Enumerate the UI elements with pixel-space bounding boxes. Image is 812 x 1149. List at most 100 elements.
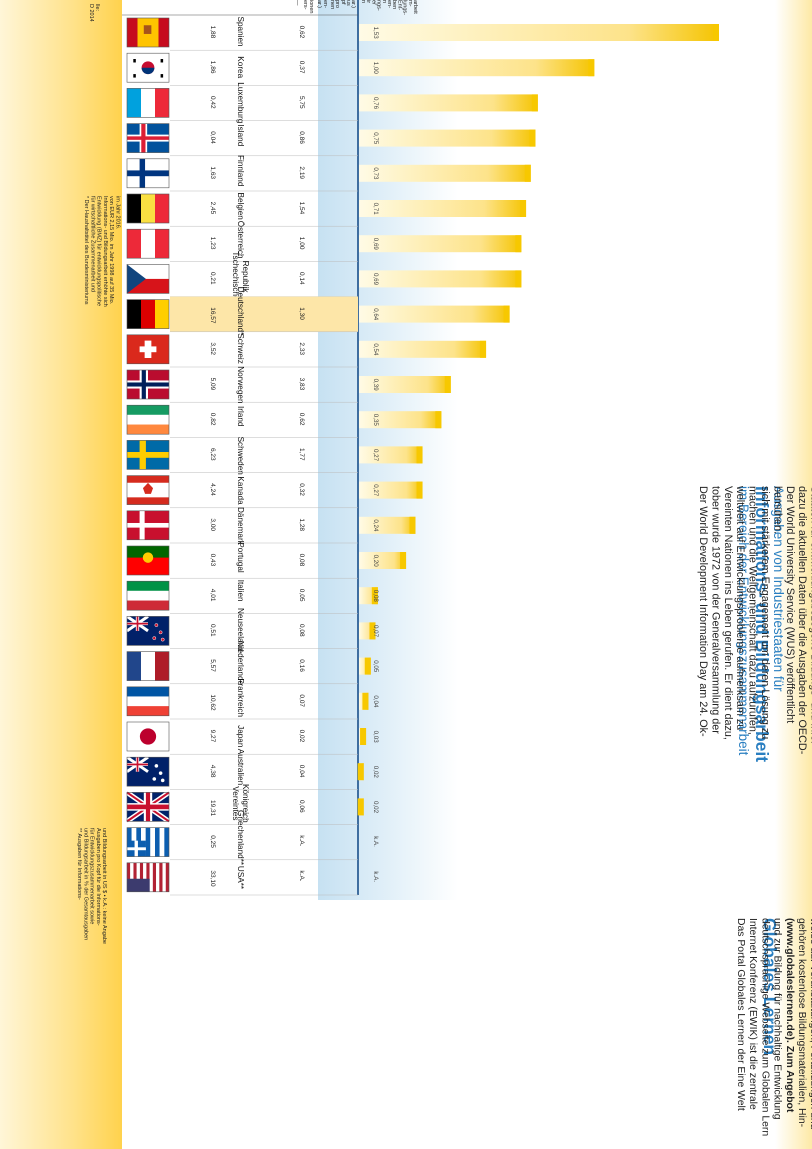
- bar-cap: [531, 94, 538, 112]
- header-fragment: ar.): [350, 0, 356, 8]
- bar-cap: [409, 516, 416, 534]
- intro-line: Der World Development Information Day am…: [697, 486, 709, 737]
- globales-column: Globales Lernen Das Portal Globales Lern…: [735, 917, 812, 1136]
- table-row: 0,04 Island 0,86 0,75: [126, 123, 536, 157]
- footnote2-line: und Bildungsarbeit in US $ • k.A.: keine…: [101, 828, 107, 944]
- header-fragment: en-: [322, 0, 328, 8]
- footnote2-line: für Entwicklungszusammenarbeit sowie: [89, 828, 95, 924]
- table-row: 16,57 Deutschland* 1,30 0,64: [126, 287, 510, 336]
- expense-total-value: 2,45: [209, 202, 216, 215]
- bar-cap: [520, 200, 527, 217]
- bar: [359, 376, 451, 393]
- table-row: 33,10 USA** k.A. k.A.: [126, 862, 379, 896]
- table-row: 0,43 Portugal 0,08 0,20: [126, 542, 407, 579]
- globales-title: Globales Lernen: [760, 918, 780, 1055]
- bar: [359, 24, 719, 41]
- bar: [359, 94, 538, 112]
- bar-value-label: 0,76: [372, 97, 379, 110]
- globales-line: deutschsprachige Webseite zum Globalen L…: [759, 918, 770, 1136]
- country-label: Neuseeland: [236, 608, 245, 652]
- bar: [359, 340, 487, 358]
- per-capita-value: 0,32: [298, 483, 305, 496]
- bar-value-label: 0,54: [372, 343, 379, 356]
- per-capita-value: k.A.: [298, 870, 305, 881]
- table-row: 1,63 Finnland 2,19 0,73: [126, 155, 531, 192]
- expense-total-value: 19,31: [209, 800, 216, 817]
- bar-cap: [480, 340, 487, 358]
- expense-total-value: 6,23: [209, 448, 216, 461]
- bar-cap: [444, 376, 451, 393]
- table-row: 9,27 Japan 0,02 0,03: [126, 721, 379, 755]
- country-label: Schweden: [236, 437, 245, 476]
- axis-fragment: ngs-: [376, 0, 382, 11]
- table-row: 4,24 Kanada 0,32 0,27: [126, 475, 423, 509]
- country-label: Irland: [236, 406, 245, 427]
- header-fragment: ionen: [308, 0, 314, 13]
- bar: [359, 446, 423, 464]
- per-capita-value: k.A.: [298, 835, 305, 846]
- per-capita-value: 0,14: [298, 272, 305, 285]
- country-label: Kanada: [236, 476, 245, 505]
- footnote2-line: Ausgaben pro Kopf für die Informations-: [95, 828, 101, 926]
- bar: [359, 305, 510, 323]
- bar: [359, 270, 522, 288]
- flag-canada-icon: [126, 475, 170, 505]
- intro-line: machen und die Weltgemeinschaft dazu auf…: [747, 486, 759, 735]
- axis-fragment: en-: [386, 0, 392, 8]
- title-small: Ausgaben von Industriestaaten für: [771, 486, 786, 692]
- bar-value-label: 0,07: [372, 625, 379, 638]
- flag-finland-icon: [126, 158, 170, 189]
- expense-total-value: 0,04: [209, 131, 216, 144]
- per-capita-value: 0,07: [298, 694, 305, 707]
- header-fragment: ar.): [316, 0, 322, 8]
- per-capita-value: 5,75: [298, 96, 305, 109]
- bar-value-label: 0,20: [372, 555, 379, 568]
- flag-switzerland-icon: [126, 334, 170, 365]
- expense-total-value: 1,86: [209, 61, 216, 74]
- globales-line: gehören kostenlose Bildungsmaterialien, …: [796, 918, 807, 1127]
- country-label: Österreich: [236, 221, 246, 259]
- header-fragment: —: [294, 0, 300, 6]
- intro-line: sich mit stärkerem Engagement um deren L…: [759, 486, 771, 739]
- expense-total-value: 4,01: [209, 589, 216, 602]
- table-row: 2,45 Belgien 1,54 0,71: [126, 193, 527, 227]
- bar-value-label: 0,24: [372, 519, 379, 532]
- bar-cap: [362, 692, 369, 710]
- bar-cap: [515, 270, 522, 288]
- per-capita-value: 0,62: [298, 413, 305, 426]
- intro-line: Vereinten Nationen ins Leben gerufen. Er…: [722, 486, 734, 740]
- bar-cap: [357, 798, 364, 816]
- expense-total-value: 1,63: [209, 166, 216, 179]
- country-label: Königreich: [241, 784, 250, 823]
- expense-total-value: 0,82: [209, 413, 216, 426]
- intro-column: Ausgaben von Industriestaaten für Inform…: [697, 485, 812, 762]
- bar-cap: [364, 657, 371, 675]
- expense-total-value: 0,43: [209, 554, 216, 567]
- bar-cap: [588, 59, 595, 77]
- header-fragment: pf: [340, 0, 346, 5]
- flag-korea-icon: [126, 52, 170, 83]
- bar-cap: [400, 552, 407, 569]
- footnote1-line: * Der Haushaltstitel des Bundesministeri…: [83, 196, 89, 305]
- per-capita-value: 1,54: [298, 202, 305, 215]
- bar: [359, 552, 407, 569]
- country-label: Tschechische: [231, 251, 240, 301]
- table-row: 1,88 Spanien 0,62 1,53: [126, 17, 719, 51]
- table-row: 1,86 Korea 0,37 1,00: [126, 52, 595, 86]
- bar: [359, 200, 527, 217]
- axis-header-fragments: n ir er ngs-n en-ben Ent-lungs-m-arbeit: [360, 0, 418, 15]
- globales-line: Internet Konferenz (EWIK) ist die zentra…: [747, 918, 758, 1110]
- per-capita-value: 1,00: [298, 237, 305, 250]
- per-capita-value: 0,86: [298, 131, 305, 144]
- header-fragment: pro: [334, 0, 340, 8]
- axis-fragment: ir: [365, 0, 371, 3]
- per-capita-value: 0,02: [298, 730, 305, 743]
- footnote1-line: im Jahr 2016.: [115, 196, 121, 230]
- bar-cap: [416, 481, 423, 499]
- per-capita-value: 0,08: [298, 554, 305, 567]
- axis-fragment: er: [370, 0, 376, 5]
- header-fragment: ers-: [302, 0, 308, 10]
- bar: [359, 481, 423, 499]
- footnote2-line: und Bildungsarbeit in % der Gesamtausgab…: [82, 828, 88, 940]
- globales-line: und zur Bildung für nachhaltige Entwickl…: [772, 918, 783, 1120]
